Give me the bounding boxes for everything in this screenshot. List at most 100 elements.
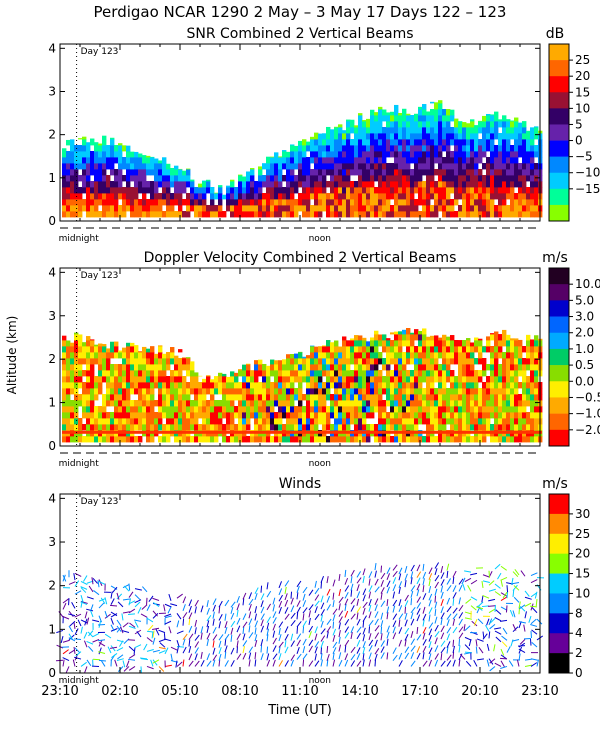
snr-cell [178,199,183,206]
snr-cell [262,205,267,212]
snr-cell [462,181,467,188]
doppler-cell [430,388,435,395]
doppler-cell [102,352,107,359]
snr-cell [94,199,99,206]
clutter-cell [234,430,238,434]
snr-cell [202,205,207,212]
doppler-cell [182,382,187,389]
wind-barb [410,564,415,572]
snr-cell [286,193,291,200]
wind-barb [452,607,458,614]
doppler-cell [98,436,103,443]
doppler-cell [494,358,499,365]
snr-cell [382,109,387,116]
wind-barb [302,626,305,634]
doppler-cell [446,370,451,377]
snr-cell [374,139,379,146]
snr-cell [410,169,415,176]
snr-cell [142,193,147,200]
snr-cell [494,111,499,116]
doppler-cell [438,370,443,377]
snr-cell [126,151,131,158]
doppler-cell [82,436,87,443]
doppler-cell [394,370,399,377]
doppler-cell [310,388,315,395]
snr-cell [62,151,67,158]
doppler-cell [390,340,395,347]
doppler-cell [402,329,407,335]
snr-cell [382,187,387,194]
doppler-cell [206,418,211,425]
doppler-cell [70,382,75,389]
doppler-cell [134,418,139,425]
snr-cell [490,127,495,134]
doppler-cell [326,436,331,443]
snr-cell [358,151,363,158]
snr-cell [434,157,439,164]
doppler-cell [454,400,459,407]
doppler-cell [398,331,403,335]
doppler-cell [342,370,347,377]
doppler-cell [206,436,211,443]
doppler-cell [170,382,175,389]
snr-cell [138,187,143,194]
snr-cell [86,151,91,158]
clutter-cell [386,430,390,434]
wind-barb [404,627,410,635]
doppler-cell [166,436,171,443]
snr-cell [102,199,107,206]
doppler-cell [394,418,399,425]
doppler-cell [478,436,483,443]
wind-barb [320,628,326,635]
wind-barb [434,568,438,576]
doppler-cell [466,382,471,389]
doppler-cell [422,370,427,377]
doppler-cell [278,418,283,425]
snr-cell [474,175,479,182]
snr-cell [498,193,503,200]
doppler-cell [318,436,323,443]
snr-cell [298,163,303,170]
snr-cell [146,187,151,194]
wind-barb [386,638,389,646]
doppler-cell [478,424,483,431]
doppler-cell [142,358,147,365]
colorbar-swatch [549,553,569,574]
wind-barb [368,626,371,634]
doppler-cell [514,418,519,425]
snr-cell [378,127,383,134]
doppler-cell [494,334,499,341]
doppler-cell [494,412,499,419]
doppler-cell [366,382,371,389]
wind-barb [344,585,350,592]
snr-cell [330,175,335,182]
snr-cell [486,169,491,176]
doppler-cell [246,394,251,401]
wind-barb [266,628,270,636]
doppler-cell [290,376,295,383]
wind-barb [152,659,160,664]
snr-cell [250,169,255,176]
doppler-cell [182,388,187,395]
wind-barb [266,603,272,611]
snr-cell [334,187,339,194]
doppler-cell [202,412,207,419]
snr-cell [226,199,231,206]
wind-barb [338,622,341,630]
doppler-cell [94,388,99,395]
doppler-cell [370,364,375,371]
snr-cell [394,157,399,164]
doppler-cell [130,400,135,407]
snr-cell [470,119,475,122]
doppler-cell [426,370,431,377]
snr-cell [438,181,443,188]
doppler-cell [166,388,171,395]
wind-barb [416,652,421,660]
doppler-cell [442,388,447,395]
snr-cell [318,133,323,140]
snr-cell [326,211,331,218]
snr-cell [342,211,347,218]
snr-cell [386,151,391,158]
snr-cell [334,133,339,140]
snr-cell [522,199,527,206]
